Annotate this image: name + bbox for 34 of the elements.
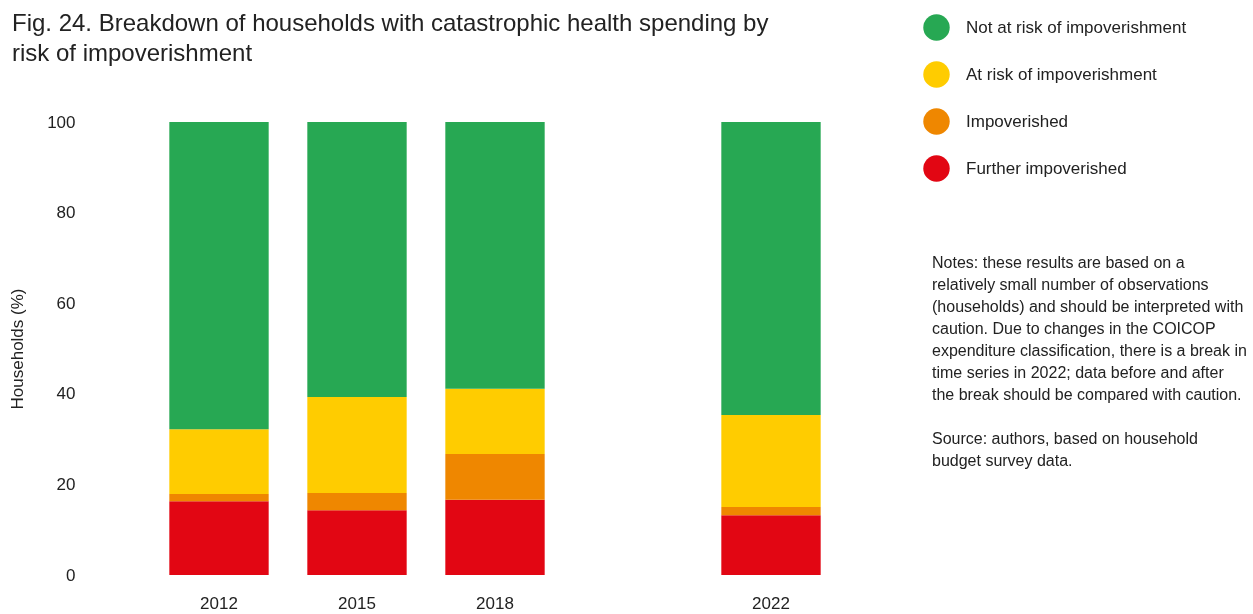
bar — [721, 515, 821, 575]
bar — [169, 429, 269, 494]
legend-label: Impoverished — [966, 111, 1069, 131]
bar — [445, 122, 545, 389]
legend-label: Not at risk of impoverishment — [966, 17, 1187, 37]
y-tick-label: 20 — [56, 474, 76, 494]
bar — [721, 415, 821, 508]
bar — [445, 388, 545, 455]
bar — [445, 454, 545, 500]
bar — [721, 507, 821, 516]
bar — [445, 499, 545, 575]
y-tick-label: 80 — [56, 203, 76, 223]
bar — [169, 493, 269, 502]
x-tick-label: 2012 — [200, 593, 238, 613]
text: Notes: these results are based on a relatively small number of observations (households) and should be interpreted with caution. Due to changes in the COICOP expenditure classification, there is a break in time series in 2022; data before and after the break should be compared with caution. — [932, 253, 1248, 405]
bar — [169, 501, 269, 575]
y-tick-label: 60 — [56, 293, 76, 313]
x-tick-label: 2018 — [476, 593, 514, 613]
bar — [721, 122, 821, 416]
y-axis-title: Households (%) — [8, 288, 28, 410]
chart-title: Fig. 24. Breakdown of households with catastrophic health spending by risk of impoverishment — [12, 8, 770, 68]
y-tick-label: 100 — [47, 112, 76, 132]
y-tick-label: 40 — [56, 384, 76, 404]
x-tick-label: 2015 — [338, 593, 376, 613]
bar — [169, 122, 269, 430]
bar — [307, 122, 407, 397]
source-note: Source: authors, based on household budget survey data. — [932, 429, 1199, 471]
bar — [307, 493, 407, 511]
bar — [307, 396, 407, 494]
bar — [307, 510, 407, 575]
legend-label: At risk of impoverishment — [966, 64, 1158, 84]
legend-label: Further impoverished — [966, 158, 1127, 178]
x-tick-label: 2022 — [752, 593, 790, 613]
y-tick-label: 0 — [66, 565, 76, 585]
